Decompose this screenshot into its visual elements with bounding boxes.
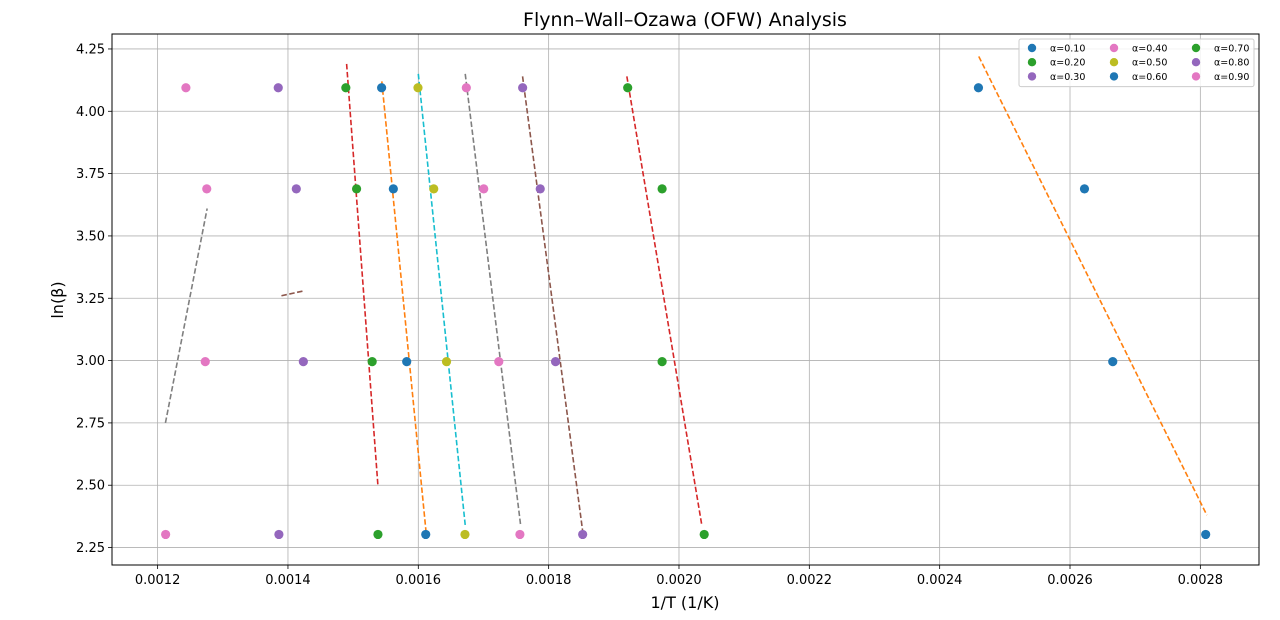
legend-label: α=0.10	[1050, 44, 1085, 55]
x-tick-label: 0.0022	[787, 573, 833, 588]
y-tick-label: 3.25	[76, 292, 105, 307]
data-point-alpha-050	[429, 184, 439, 194]
y-tick-label: 2.75	[76, 416, 105, 431]
fit-line-alpha-090	[164, 208, 208, 424]
data-point-alpha-060	[402, 357, 412, 367]
y-tick-label: 3.00	[76, 354, 105, 369]
legend-marker	[1027, 43, 1037, 53]
legend-label: α=0.90	[1214, 72, 1249, 83]
y-tick-label: 4.25	[76, 42, 105, 57]
y-tick-label: 2.25	[76, 541, 105, 556]
data-point-alpha-080	[291, 184, 301, 194]
legend-label: α=0.80	[1214, 58, 1249, 69]
data-point-alpha-010	[1201, 529, 1211, 540]
x-tick-label: 0.0018	[526, 573, 572, 588]
fit-line-alpha-020	[626, 76, 703, 526]
legend-label: α=0.60	[1132, 72, 1167, 83]
grid-lines	[112, 34, 1259, 565]
y-tick-label: 2.50	[76, 479, 105, 494]
data-point-alpha-040	[494, 357, 504, 367]
x-tick-label: 0.0028	[1178, 573, 1224, 588]
data-point-alpha-080	[298, 357, 308, 367]
plot-frame	[111, 33, 1260, 566]
fit-line-alpha-040	[464, 73, 522, 526]
data-point-alpha-070	[373, 529, 383, 540]
data-point-alpha-020	[699, 529, 709, 540]
legend-label: α=0.40	[1132, 44, 1167, 55]
legend-label: α=0.30	[1050, 72, 1085, 83]
x-tick-label: 0.0024	[917, 573, 963, 588]
fit-line-alpha-010	[978, 56, 1208, 516]
x-tick-label: 0.0012	[135, 573, 181, 588]
data-point-alpha-020	[657, 184, 667, 194]
data-point-alpha-040	[479, 184, 489, 194]
data-point-alpha-030	[578, 529, 588, 540]
data-points	[161, 83, 1211, 540]
axis-ticks: 0.0012 0.0014 0.0016 0.0018 0.0020 0.0022 0.00…	[76, 42, 1223, 588]
y-axis-title: ln(β)	[48, 281, 67, 318]
data-point-alpha-010	[1079, 184, 1090, 194]
x-tick-label: 0.0016	[396, 573, 442, 588]
fit-line-alpha-030	[521, 76, 584, 531]
fit-lines	[164, 56, 1208, 533]
data-point-alpha-020	[623, 83, 633, 93]
data-point-alpha-090	[200, 357, 210, 367]
x-tick-label: 0.0026	[1047, 573, 1093, 588]
data-point-alpha-040	[461, 83, 471, 93]
legend-marker	[1191, 43, 1201, 53]
data-point-alpha-010	[973, 83, 984, 93]
y-tick-label: 4.00	[76, 105, 105, 120]
data-point-alpha-060	[377, 83, 387, 93]
fit-line-alpha-060	[381, 81, 427, 533]
y-tick-label: 3.75	[76, 167, 105, 182]
data-point-alpha-090	[181, 83, 191, 93]
fit-line-alpha-080	[281, 289, 305, 297]
fit-line-alpha-050	[417, 73, 467, 526]
data-point-alpha-090	[202, 184, 212, 194]
legend: α=0.10 α=0.20 α=0.30 α=0.40 α=0.50 α=0.60 α=0.…	[1018, 38, 1255, 88]
legend-marker	[1191, 72, 1201, 81]
legend-marker	[1191, 58, 1201, 67]
data-point-alpha-090	[161, 529, 171, 540]
data-point-alpha-030	[518, 83, 528, 93]
data-point-alpha-080	[274, 529, 284, 540]
legend-marker	[1027, 58, 1037, 67]
data-point-alpha-040	[515, 529, 525, 540]
x-tick-label: 0.0020	[656, 573, 702, 588]
y-tick-label: 3.50	[76, 229, 105, 244]
x-tick-label: 0.0014	[265, 573, 311, 588]
legend-marker	[1109, 72, 1119, 81]
legend-marker	[1109, 43, 1119, 53]
data-point-alpha-070	[341, 83, 351, 93]
x-axis-title: 1/T (1/K)	[651, 593, 720, 612]
legend-label: α=0.50	[1132, 58, 1167, 69]
data-point-alpha-030	[535, 184, 545, 194]
legend-marker	[1109, 58, 1119, 67]
data-point-alpha-030	[550, 357, 561, 367]
data-point-alpha-050	[413, 83, 423, 93]
fit-line-alpha-070	[345, 63, 379, 486]
chart-title: Flynn–Wall–Ozawa (OFW) Analysis	[523, 9, 847, 31]
data-point-alpha-070	[351, 184, 362, 194]
data-point-alpha-050	[460, 529, 470, 540]
data-point-alpha-070	[367, 357, 377, 367]
data-point-alpha-010	[1108, 357, 1118, 367]
legend-label: α=0.70	[1214, 44, 1249, 55]
data-point-alpha-060	[388, 184, 398, 194]
legend-label: α=0.20	[1050, 58, 1085, 69]
data-point-alpha-060	[421, 529, 431, 540]
legend-marker	[1027, 72, 1037, 81]
data-point-alpha-020	[657, 357, 667, 367]
data-point-alpha-050	[441, 357, 452, 367]
data-point-alpha-080	[273, 83, 283, 93]
